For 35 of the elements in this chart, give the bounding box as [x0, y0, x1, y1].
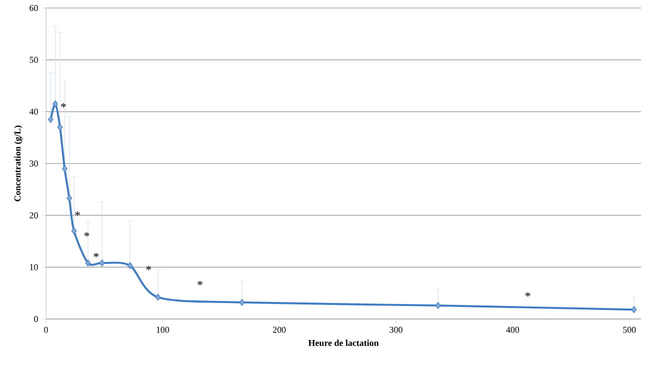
point	[57, 124, 63, 131]
y-tick-label: 10	[30, 264, 38, 270]
annotation: *	[198, 280, 202, 286]
annotation: *	[61, 103, 66, 108]
annotation: *	[84, 232, 90, 237]
point	[52, 100, 58, 108]
point	[631, 306, 637, 314]
annotation: *	[525, 292, 530, 297]
point	[127, 262, 133, 270]
point	[48, 116, 54, 123]
x-tick-label: 400	[506, 326, 520, 333]
point	[435, 302, 441, 310]
x-tick-label: 500	[623, 326, 636, 333]
point	[62, 165, 68, 172]
y-tick-label: 30	[30, 160, 38, 167]
x-tick-label: 200	[273, 326, 286, 333]
x-tick-label: 0	[44, 326, 48, 333]
point	[155, 294, 161, 301]
x-axis-title: Heure de lactation	[308, 340, 379, 346]
annotation: *	[146, 266, 152, 270]
point	[71, 227, 77, 234]
point	[239, 298, 245, 306]
point	[99, 260, 105, 267]
x-tick-label: 300	[390, 326, 402, 333]
point	[85, 260, 91, 267]
annotation: *	[75, 211, 80, 216]
y-axis-title: Concentration (g/L)	[14, 126, 22, 202]
point	[66, 194, 72, 202]
x-tick-label: 100	[156, 326, 170, 333]
y-tick-label: 40	[29, 108, 38, 115]
y-tick-label: 20	[30, 212, 38, 218]
y-tick-label: 0	[34, 316, 38, 322]
y-tick-label: 60	[30, 4, 38, 12]
y-tick-label: 50	[30, 56, 38, 63]
annotation: *	[94, 252, 99, 258]
